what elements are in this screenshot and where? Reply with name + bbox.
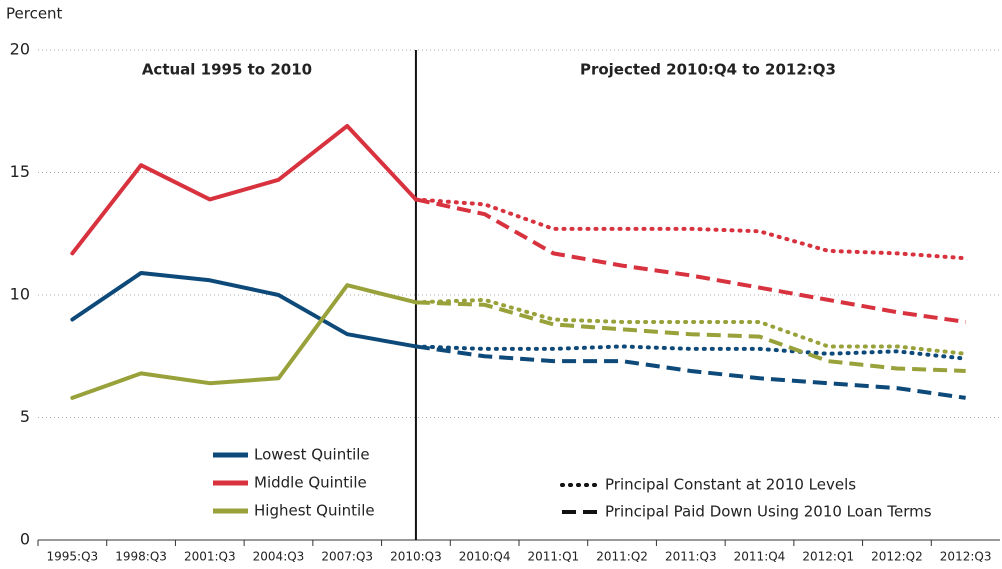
x-tick-label: 2011:Q1 — [528, 550, 580, 564]
legend-label: Lowest Quintile — [254, 446, 370, 464]
y-tick-label: 20 — [10, 40, 30, 59]
x-tick-label: 2012:Q1 — [802, 550, 854, 564]
legend-label: Middle Quintile — [254, 474, 367, 492]
legend-label: Principal Paid Down Using 2010 Loan Term… — [605, 503, 932, 521]
projection-line — [413, 344, 968, 361]
x-tick-label: 1995:Q3 — [47, 550, 99, 564]
x-tick-label: 2007:Q3 — [321, 550, 373, 564]
y-tick-label: 10 — [10, 285, 30, 304]
x-tick-label: 2001:Q3 — [184, 550, 236, 564]
projection-line — [413, 197, 968, 261]
series-line — [70, 123, 418, 256]
x-tick-label: 2011:Q4 — [734, 550, 786, 564]
x-tick-label: 2011:Q2 — [596, 550, 648, 564]
y-tick-label: 5 — [20, 407, 30, 426]
x-tick-label: 2010:Q3 — [390, 550, 442, 564]
y-axis-label: Percent — [6, 5, 63, 23]
legend-label: Principal Constant at 2010 Levels — [605, 476, 856, 494]
projection-line — [415, 300, 966, 373]
series-line — [70, 270, 418, 349]
legend-label: Highest Quintile — [254, 502, 375, 520]
y-tick-label: 0 — [20, 530, 30, 549]
x-tick-label: 2004:Q3 — [253, 550, 305, 564]
series-line — [70, 283, 418, 400]
projection-line — [415, 344, 966, 400]
projection-line — [415, 197, 966, 324]
x-tick-label: 1998:Q3 — [115, 550, 167, 564]
x-tick-label: 2012:Q2 — [871, 550, 923, 564]
y-tick-label: 15 — [10, 162, 30, 181]
x-tick-label: 2012:Q3 — [940, 550, 992, 564]
annotation: Actual 1995 to 2010 — [142, 61, 312, 79]
x-tick-label: 2010:Q4 — [459, 550, 511, 564]
x-tick-label: 2011:Q3 — [665, 550, 717, 564]
projection-line — [413, 297, 968, 356]
annotation: Projected 2010:Q4 to 2012:Q3 — [580, 61, 836, 79]
